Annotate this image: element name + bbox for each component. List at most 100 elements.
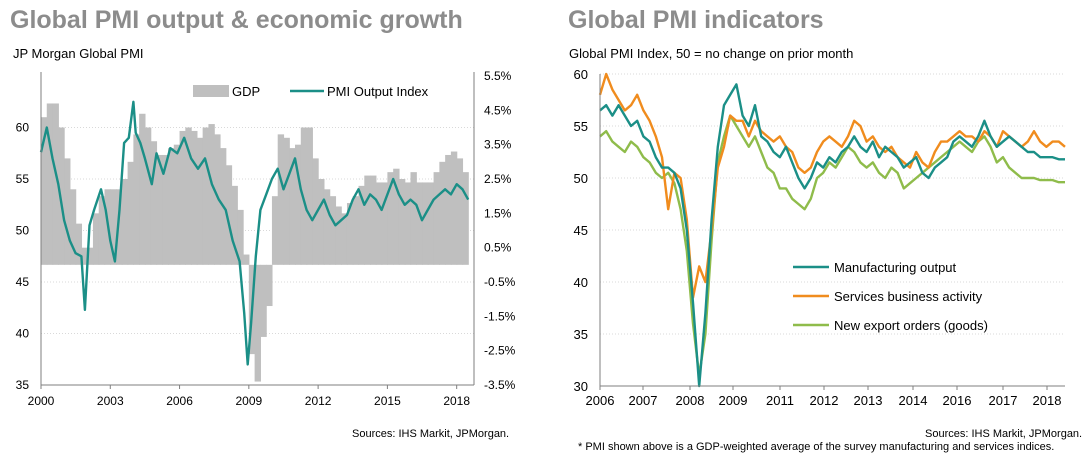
right-chart-source: Sources: IHS Markit, JPMorgan. (925, 428, 1083, 440)
gdp-bar (173, 144, 181, 265)
left-chart-source: Sources: IHS Markit, JPMorgan. (352, 428, 510, 440)
x-tick-label: 2007 (629, 393, 658, 408)
x-tick-label: 2018 (443, 394, 470, 408)
legend-label: Manufacturing output (834, 260, 957, 275)
gdp-bar (64, 158, 71, 265)
manufacturing-output-line (599, 83, 1065, 388)
legend-gdp-swatch (193, 85, 229, 97)
y2-tick-label: 3.5% (484, 138, 512, 152)
y-tick-label: 55 (16, 172, 30, 186)
gdp-bar (341, 213, 348, 265)
x-tick-label: 2018 (1033, 393, 1062, 408)
y-tick-label: 50 (574, 171, 588, 186)
gdp-bar (312, 158, 319, 265)
left-chart-title: Global PMI output & economic growth (10, 6, 463, 34)
gdp-bar (156, 154, 163, 265)
y2-tick-label: -2.5% (484, 344, 516, 358)
gdp-bar (127, 161, 134, 265)
gdp-bar (381, 182, 388, 265)
gdp-bar (81, 247, 88, 265)
gdp-bar (387, 172, 394, 265)
gdp-bar (410, 172, 417, 265)
gdp-bar (69, 189, 77, 265)
gdp-bar (121, 179, 129, 265)
x-tick-label: 2015 (374, 394, 401, 408)
x-tick-label: 2017 (989, 393, 1018, 408)
gdp-bar (329, 196, 337, 265)
y2-tick-label: 2.5% (484, 172, 512, 186)
y2-tick-label: 1.5% (484, 206, 512, 220)
x-tick-label: 2013 (854, 393, 883, 408)
gdp-bar (231, 185, 238, 265)
y2-tick-label: 5.5% (484, 69, 512, 83)
y-tick-label: 60 (16, 121, 30, 135)
gdp-bar (243, 254, 250, 265)
y-tick-label: 35 (574, 327, 588, 342)
gdp-bar (352, 196, 360, 265)
gdp-bar (139, 113, 146, 265)
gdp-bar (427, 182, 435, 265)
legend-label: New export orders (goods) (834, 318, 988, 333)
gdp-bar (266, 264, 273, 307)
gdp-bar (92, 213, 100, 265)
right-chart-title: Global PMI indicators (568, 6, 824, 34)
gdp-bar (110, 189, 117, 265)
gdp-bar (404, 182, 412, 265)
x-tick-label: 2016 (943, 393, 972, 408)
x-tick-label: 2003 (97, 394, 124, 408)
gdp-bar (179, 130, 186, 265)
pmi-output-line (39, 100, 470, 366)
y2-tick-label: -0.5% (484, 275, 516, 289)
gdp-bar (416, 182, 423, 265)
gdp-bar (289, 148, 296, 265)
gdp-bar (450, 151, 458, 265)
gdp-bar (58, 127, 65, 265)
gdp-bar (439, 161, 446, 265)
services-activity-line (598, 72, 1066, 299)
x-tick-label: 2012 (810, 393, 839, 408)
x-tick-label: 2011 (766, 393, 794, 408)
gdp-bar (133, 134, 140, 265)
x-tick-label: 2009 (235, 394, 262, 408)
legend-label: Services business activity (834, 289, 983, 304)
gdp-bar (422, 182, 429, 265)
gdp-bar (375, 182, 383, 265)
x-tick-label: 2006 (166, 394, 193, 408)
gdp-bar (202, 127, 210, 265)
gdp-bar (225, 165, 233, 265)
y-tick-label: 45 (574, 223, 588, 238)
y2-tick-label: -3.5% (484, 378, 516, 392)
x-tick-label: 2000 (28, 394, 55, 408)
gdp-bar (191, 130, 198, 265)
legend-pmi-label: PMI Output Index (327, 84, 429, 99)
gdp-bar (150, 141, 158, 265)
gdp-bar (52, 103, 59, 265)
y-tick-label: 60 (574, 67, 588, 82)
gdp-bar (185, 127, 192, 265)
gdp-bar (335, 206, 342, 265)
gdp-bar (300, 127, 308, 265)
gdp-bar (168, 148, 175, 265)
gdp-bar (214, 134, 221, 265)
gdp-bar (87, 247, 94, 265)
gdp-bar (41, 117, 48, 265)
gdp-bar (318, 179, 325, 265)
gdp-bar (196, 137, 204, 265)
y-tick-label: 35 (16, 378, 30, 392)
gdp-bar (277, 134, 285, 265)
gdp-bar (323, 189, 331, 265)
x-tick-label: 2012 (305, 394, 332, 408)
y2-tick-label: 0.5% (484, 241, 512, 255)
gdp-bar (306, 127, 313, 265)
left-chart-subtitle: JP Morgan Global PMI (13, 46, 144, 61)
y2-tick-label: 4.5% (484, 103, 512, 117)
gdp-bar (462, 172, 469, 265)
export-orders-line (599, 114, 1065, 377)
y-tick-label: 45 (16, 275, 30, 289)
gdp-bar (271, 196, 279, 265)
gdp-bar (370, 175, 377, 265)
gdp-bar (433, 172, 440, 265)
gdp-bar (358, 185, 365, 265)
